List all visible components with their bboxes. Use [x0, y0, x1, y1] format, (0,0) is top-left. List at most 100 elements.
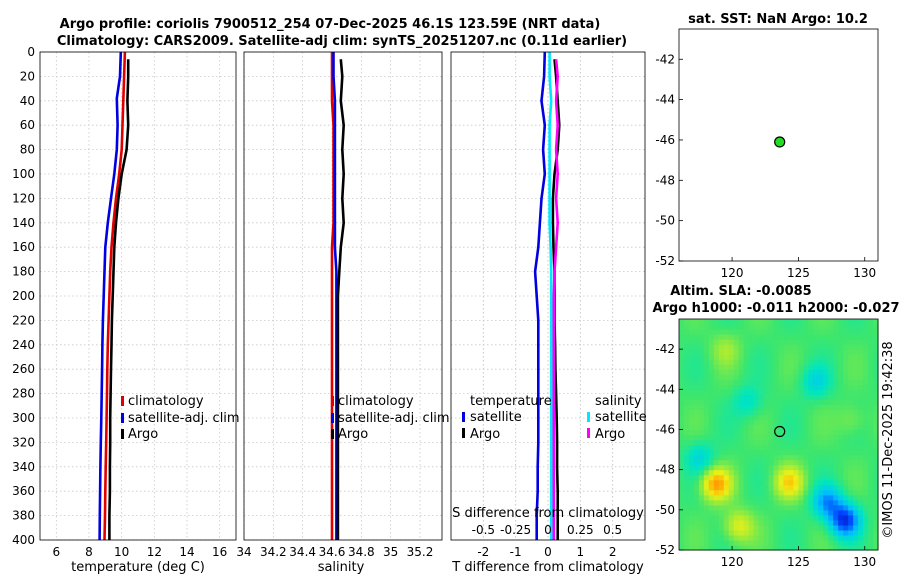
- sla-heatmap-cell: [863, 394, 869, 400]
- sla-heatmap-cell: [688, 494, 695, 501]
- sla-heatmap-cell: [758, 449, 765, 456]
- sla-heatmap-cell: [688, 524, 695, 531]
- sla-heatmap-cell: [753, 364, 760, 370]
- sla-heatmap-cell: [758, 394, 765, 400]
- sla-heatmap-cell: [758, 524, 765, 531]
- sla-heatmap-cell: [778, 394, 785, 400]
- sla-heatmap-cell: [843, 544, 849, 551]
- sla-heatmap-cell: [788, 429, 795, 436]
- sla-heatmap-cell: [738, 469, 745, 476]
- sla-heatmap-cell: [679, 334, 685, 340]
- sla-heatmap-cell: [803, 439, 809, 446]
- sla-heatmap-cell: [803, 374, 809, 380]
- sla-heatmap-cell: [679, 434, 685, 441]
- sla-heatmap-cell: [703, 534, 710, 541]
- sla-heatmap-cell: [743, 454, 750, 461]
- sla-heatmap-cell: [863, 419, 869, 426]
- sla-heatmap-cell: [758, 364, 765, 370]
- sla-heatmap-cell: [679, 499, 685, 506]
- sla-heatmap-cell: [803, 469, 809, 476]
- sla-heatmap-cell: [813, 519, 819, 526]
- sla-heatmap-cell: [798, 449, 804, 456]
- sla-heatmap-cell: [788, 359, 795, 365]
- sla-heatmap-cell: [713, 404, 720, 410]
- sla-heatmap-cell: [798, 354, 804, 360]
- sla-heatmap-cell: [703, 329, 710, 335]
- sla-heatmap-cell: [793, 434, 799, 441]
- sla-heatmap-cell: [863, 344, 869, 350]
- sla-heatmap-cell: [718, 444, 725, 451]
- sla-heatmap-cell: [763, 439, 770, 446]
- sla-heatmap-cell: [728, 429, 735, 436]
- x-tick-label: 34: [236, 545, 251, 559]
- sla-heatmap-cell: [828, 499, 834, 506]
- sla-heatmap-cell: [693, 484, 700, 491]
- sla-heatmap-cell: [708, 399, 715, 405]
- sla-heatmap-cell: [688, 449, 695, 456]
- sla-heatmap-cell: [863, 494, 869, 501]
- sla-heatmap-cell: [768, 379, 775, 385]
- sla-heatmap-cell: [858, 329, 864, 335]
- sla-heatmap-cell: [698, 464, 705, 471]
- sla-heatmap-cell: [858, 529, 864, 536]
- sla-heatmap-cell: [798, 444, 804, 451]
- sla-heatmap-cell: [718, 419, 725, 426]
- sla-heatmap-cell: [758, 424, 765, 431]
- sla-heatmap-cell: [808, 324, 814, 330]
- sla-heatmap-cell: [858, 509, 864, 516]
- sla-heatmap-cell: [813, 424, 819, 431]
- sla-heatmap-cell: [853, 434, 859, 441]
- sla-heatmap-cell: [723, 464, 730, 471]
- legend-label-s-satellite: satellite: [595, 410, 647, 425]
- sla-heatmap-cell: [738, 319, 745, 325]
- sla-heatmap-cell: [703, 404, 710, 410]
- sla-heatmap-cell: [743, 539, 750, 546]
- sla-heatmap-cell: [679, 359, 685, 365]
- sla-heatmap-cell: [728, 359, 735, 365]
- sla-heatmap-cell: [753, 444, 760, 451]
- sla-heatmap-cell: [868, 369, 874, 375]
- sla-heatmap-cell: [763, 339, 770, 345]
- sla-heatmap-cell: [683, 454, 690, 461]
- sla-heatmap-cell: [683, 339, 690, 345]
- sla-heatmap-cell: [733, 419, 740, 426]
- sla-heatmap-cell: [848, 324, 854, 330]
- sla-heatmap-cell: [808, 434, 814, 441]
- sla-heatmap-cell: [703, 509, 710, 516]
- sla-heatmap-cell: [793, 439, 799, 446]
- sla-heatmap-cell: [693, 539, 700, 546]
- sla-heatmap-cell: [873, 534, 879, 541]
- sla-heatmap-cell: [828, 339, 834, 345]
- sla-heatmap-cell: [708, 444, 715, 451]
- sla-heatmap-cell: [853, 334, 859, 340]
- sla-heatmap-cell: [803, 429, 809, 436]
- sla-heatmap-cell: [813, 384, 819, 390]
- sla-heatmap-cell: [723, 439, 730, 446]
- sla-heatmap-cell: [723, 444, 730, 451]
- sla-heatmap-cell: [788, 439, 795, 446]
- sla-heatmap-cell: [763, 354, 770, 360]
- sla-heatmap-cell: [708, 324, 715, 330]
- sla-heatmap-cell: [788, 474, 795, 481]
- sla-heatmap-cell: [873, 349, 879, 355]
- sla-heatmap-cell: [778, 449, 785, 456]
- sla-heatmap-cell: [718, 449, 725, 456]
- sla-heatmap-cell: [728, 389, 735, 395]
- sla-heatmap-cell: [853, 354, 859, 360]
- sla-heatmap-cell: [723, 364, 730, 370]
- sla-heatmap-cell: [858, 384, 864, 390]
- sla-heatmap-cell: [863, 539, 869, 546]
- legend-label-satellite: satellite-adj. clim: [128, 411, 240, 426]
- sla-heatmap-cell: [748, 539, 755, 546]
- sla-heatmap-cell: [679, 439, 685, 446]
- sla-heatmap-cell: [808, 404, 814, 410]
- sla-heatmap-cell: [733, 319, 740, 325]
- sla-heatmap-cell: [843, 329, 849, 335]
- sla-heatmap-cell: [738, 389, 745, 395]
- sla-heatmap-cell: [828, 539, 834, 546]
- sla-heatmap-cell: [838, 474, 844, 481]
- sla-heatmap-cell: [783, 464, 790, 471]
- sla-heatmap-cell: [823, 424, 829, 431]
- sla-heatmap-cell: [703, 449, 710, 456]
- sla-heatmap-cell: [708, 319, 715, 325]
